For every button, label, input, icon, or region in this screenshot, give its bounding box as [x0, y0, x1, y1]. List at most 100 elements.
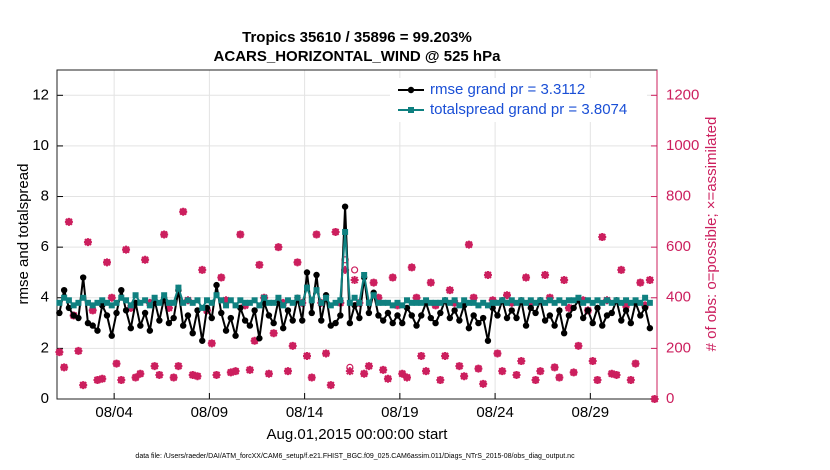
point [594, 297, 601, 304]
point [245, 365, 254, 374]
point [574, 341, 583, 350]
point [356, 299, 363, 306]
legend-label: rmse grand pr = 3.3112 [430, 81, 585, 98]
point [179, 207, 188, 216]
point [469, 293, 478, 302]
point [55, 348, 64, 357]
point [242, 299, 249, 306]
point [60, 286, 68, 294]
point [256, 335, 263, 342]
point [399, 302, 406, 309]
point [379, 317, 387, 324]
point [294, 294, 301, 301]
legend-label: totalspread grand pr = 3.8074 [430, 101, 627, 118]
point [451, 307, 458, 314]
point [237, 304, 244, 312]
point [89, 322, 96, 329]
point [618, 317, 625, 324]
point [237, 297, 244, 304]
point [599, 299, 606, 306]
point [607, 369, 616, 378]
point [455, 362, 464, 371]
point [274, 243, 283, 252]
point [413, 299, 420, 306]
point [642, 294, 649, 301]
point [369, 278, 378, 287]
point [288, 341, 297, 350]
point [332, 299, 339, 306]
point [370, 292, 377, 299]
point [217, 273, 226, 282]
point [612, 370, 621, 379]
point [374, 293, 383, 302]
point [70, 302, 77, 309]
point [442, 297, 449, 304]
point [384, 299, 391, 306]
point [565, 312, 573, 319]
point [99, 297, 106, 304]
legend-box [390, 78, 647, 122]
point [536, 367, 545, 376]
point [341, 265, 350, 274]
point [632, 297, 639, 304]
point [75, 314, 82, 322]
point [142, 297, 149, 304]
point [332, 319, 339, 327]
x-tick-label: 08/29 [572, 404, 610, 421]
point [464, 240, 473, 249]
point [326, 381, 335, 390]
x-tick-label: 08/14 [286, 404, 324, 421]
point [194, 307, 201, 314]
point [241, 317, 249, 324]
point [475, 319, 482, 327]
point [60, 363, 69, 372]
point [151, 294, 158, 301]
point [312, 230, 321, 239]
point [89, 302, 96, 309]
y2-tick-label: 1200 [666, 86, 699, 103]
point [113, 299, 120, 306]
point [470, 312, 477, 319]
point [137, 322, 144, 329]
point [322, 349, 331, 358]
point [613, 297, 620, 304]
point [513, 299, 520, 306]
point [503, 291, 511, 300]
point [503, 314, 511, 322]
point [308, 297, 315, 304]
point [631, 359, 640, 368]
point [360, 369, 369, 378]
point [307, 373, 316, 382]
point [427, 314, 435, 322]
point [542, 299, 549, 306]
point [284, 307, 292, 314]
point [518, 297, 525, 304]
point [618, 299, 625, 306]
point [588, 357, 597, 366]
point [465, 299, 472, 306]
point [122, 307, 130, 314]
point [131, 373, 140, 382]
point [84, 319, 92, 327]
x-tick-label: 08/19 [381, 404, 419, 421]
point [156, 299, 163, 306]
point [264, 369, 273, 378]
y-tick-label: 10 [32, 137, 49, 154]
point [232, 302, 239, 309]
point [222, 296, 231, 305]
point [351, 302, 358, 309]
point [556, 297, 563, 304]
point [251, 297, 258, 304]
point [626, 376, 635, 385]
point [446, 299, 453, 306]
point [599, 322, 606, 329]
point [475, 302, 482, 309]
point [417, 351, 426, 360]
point [223, 302, 230, 309]
point [560, 330, 568, 337]
point [504, 299, 510, 306]
point [303, 351, 311, 360]
point [594, 304, 601, 312]
point [584, 297, 591, 304]
point [608, 309, 615, 317]
